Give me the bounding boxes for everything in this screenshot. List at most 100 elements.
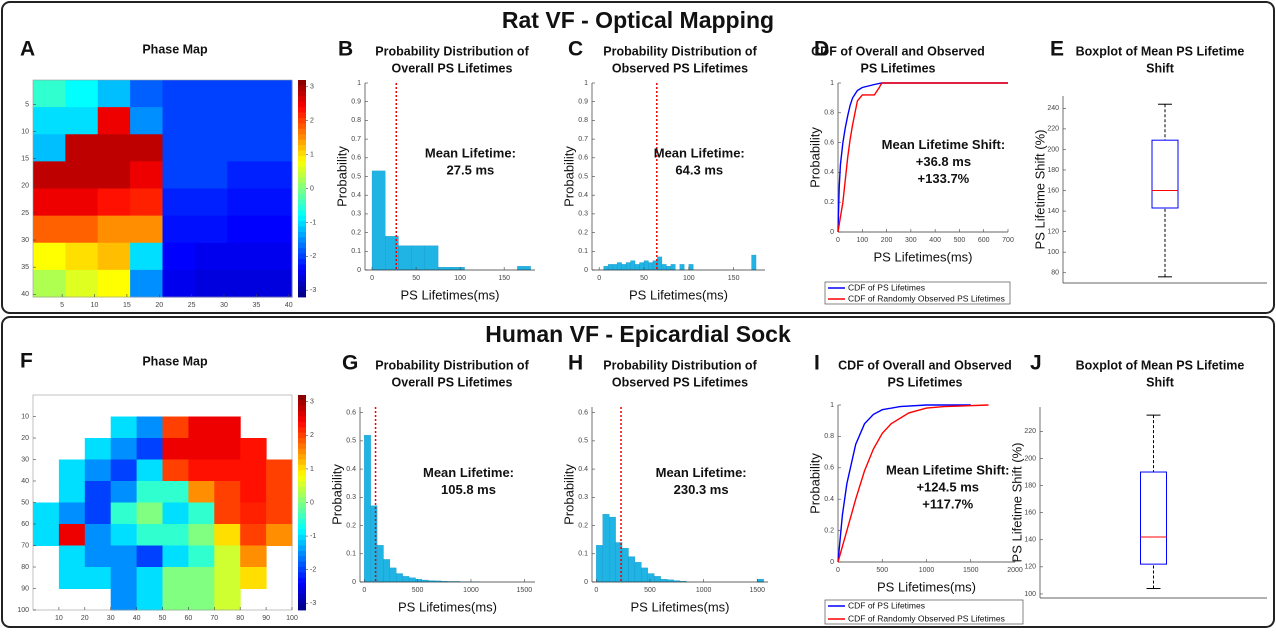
colorbar-step [298,567,306,573]
heat-cell [266,503,292,525]
heat-cell [59,460,85,482]
annotation: +133.7% [918,171,970,186]
y-axis-label: Probability [334,146,349,207]
heat-cell [240,460,266,482]
heat-cell [214,589,240,611]
heat-cell [240,546,266,568]
colorbar-step [298,205,306,211]
x-tick-label: 500 [644,587,656,594]
legend-label: CDF of PS Lifetimes [848,282,925,292]
colorbar-step [298,286,306,292]
heat-cell [195,134,228,162]
x-tick-label: 1500 [517,587,533,594]
heat-cell [163,481,189,503]
colorbar-step [298,210,306,216]
y-tick-label: 0 [352,579,356,586]
hist-bar [364,435,370,582]
heat-cell [98,189,131,217]
hist-bar [752,255,756,270]
heat-cell [163,216,196,244]
x-tick-label: 100 [683,275,695,282]
y-axis-label: Probability [807,453,822,514]
annotation: +124.5 ms [916,479,979,494]
colorbar-step [298,395,306,401]
panel-title: Overall PS Lifetimes [392,375,513,389]
colorbar-step [298,145,306,151]
heat-cell [130,107,163,135]
y-tick-label: 50 [21,499,29,506]
colorbar-step [298,460,306,466]
y-tick-label: 0.1 [578,551,588,558]
colorbar-step [298,449,306,455]
heat-cell [195,243,228,271]
annotation: Mean Lifetime: [425,145,516,160]
y-axis-label: PS Lifetime Shift (%) [1009,443,1024,563]
colorbar-step [298,178,306,184]
hist-bar [409,578,415,582]
x-axis-label: PS Lifetimes(ms) [629,287,728,302]
panel-letter: B [338,38,353,61]
hist-bar [648,574,654,582]
colorbar-label: 2 [310,432,314,439]
hist-bar [596,545,602,582]
heat-cell [65,189,98,217]
x-tick-label: 500 [876,567,888,574]
heat-cell [163,460,189,482]
x-tick-label: 0 [836,237,840,244]
heat-cell [188,481,214,503]
x-tick-label: 20 [81,615,89,622]
heat-cell [98,80,131,108]
annotation: +117.7% [922,496,973,511]
y-tick-label: 0.1 [351,248,361,255]
x-tick-label: 1500 [963,567,979,574]
colorbar-step [298,118,306,124]
y-tick-label: 0.2 [824,199,834,206]
colorbar-step [298,605,306,611]
heat-cell [227,161,260,189]
hist-bar [617,263,621,270]
y-tick-label: 60 [21,521,29,528]
annotation: Mean Lifetime: [656,465,747,480]
x-tick-label: 5 [60,302,64,309]
y-tick-label: 0.4 [578,192,588,199]
y-tick-label: 90 [21,585,29,592]
y-axis-label: PS Lifetime Shift (%) [1032,130,1047,250]
y-tick-label: 20 [21,183,29,190]
y-tick-label: 80 [1051,270,1059,277]
y-tick-label: 0 [357,267,361,274]
colorbar-step [298,107,306,113]
colorbar-step [298,199,306,205]
y-axis-label: Probability [807,127,822,188]
y-tick-label: 0.1 [346,551,356,558]
y-tick-label: 0.6 [578,409,588,416]
y-tick-label: 5 [25,101,29,108]
hist-bar [603,514,609,582]
heat-cell [188,567,214,589]
y-tick-label: 35 [21,264,29,271]
heat-cell [85,481,111,503]
heat-cell [188,438,214,460]
y-tick-label: 180 [1047,167,1059,174]
heat-cell [111,546,137,568]
box [1141,472,1167,564]
heat-cell [98,107,131,135]
annotation: Mean Lifetime Shift: [882,137,1006,152]
heat-cell [195,161,228,189]
heat-cell [260,189,293,217]
y-tick-label: 200 [1047,146,1059,153]
y-tick-label: 80 [21,564,29,571]
colorbar-step [298,599,306,605]
heat-cell [137,417,163,439]
colorbar-label: -3 [310,287,316,294]
colorbar-step [298,422,306,428]
colorbar-step [298,275,306,281]
heat-cell [85,546,111,568]
heat-cell [260,161,293,189]
hist-bar [635,562,641,582]
heat-cell [33,243,66,271]
hist-bar [671,264,675,270]
x-tick-label: 1000 [463,587,479,594]
hist-bar [390,568,396,582]
heat-cell [260,134,293,162]
heat-cell [111,481,137,503]
